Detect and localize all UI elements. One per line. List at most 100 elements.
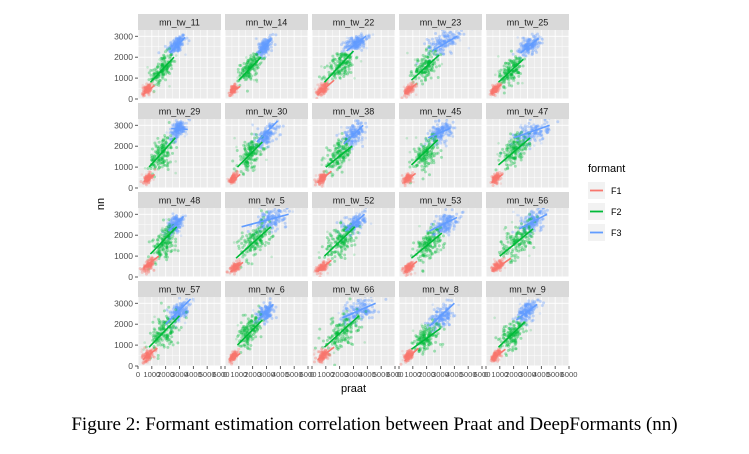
- data-point-F2: [331, 58, 335, 62]
- data-point-F3: [169, 43, 173, 47]
- data-point-F2: [248, 72, 252, 76]
- data-point-F2: [439, 53, 443, 57]
- data-point-F2: [247, 74, 251, 78]
- data-point-F2: [249, 61, 253, 65]
- data-point-F1: [152, 91, 155, 94]
- data-point-F2: [169, 146, 173, 150]
- data-point-F3: [435, 39, 439, 43]
- data-point-F2: [422, 168, 426, 172]
- data-point-F2: [154, 69, 158, 73]
- data-point-F1: [231, 87, 235, 91]
- data-point-F2: [164, 252, 168, 256]
- data-point-F3: [258, 44, 262, 48]
- data-point-F1: [320, 85, 324, 89]
- data-point-F2: [158, 166, 162, 170]
- data-point-F3: [444, 31, 448, 35]
- data-point-F3: [275, 124, 279, 128]
- data-point-F2: [157, 81, 161, 85]
- data-point-F2: [506, 69, 510, 73]
- data-point-F3: [174, 129, 178, 133]
- series-points-F2: [143, 120, 179, 179]
- facet-strip-label: mn_tw_38: [333, 107, 375, 117]
- data-point-F2: [254, 158, 258, 162]
- data-point-F2: [244, 162, 248, 166]
- data-point-F3: [264, 139, 268, 143]
- data-point-F3: [450, 32, 454, 36]
- data-point-F3: [173, 129, 177, 133]
- data-point-F3: [525, 40, 529, 44]
- data-point-F2: [427, 59, 431, 63]
- data-point-F2: [497, 75, 501, 79]
- data-point-F1: [152, 268, 156, 272]
- data-point-F3: [358, 37, 362, 41]
- data-point-F1: [491, 83, 495, 87]
- data-point-F2: [247, 157, 251, 161]
- data-point-F2: [169, 144, 173, 148]
- data-point-F2: [259, 152, 263, 156]
- data-point-F3: [179, 124, 183, 128]
- data-point-F2: [409, 69, 413, 73]
- data-point-F2: [514, 69, 518, 73]
- data-point-F2: [422, 61, 426, 65]
- data-point-F3: [429, 42, 433, 46]
- data-point-F2: [245, 66, 249, 70]
- data-point-F2: [427, 162, 431, 166]
- data-point-F1: [315, 90, 319, 94]
- data-point-F2: [340, 170, 344, 174]
- data-point-F2: [253, 69, 257, 73]
- data-point-F3: [184, 121, 188, 125]
- data-point-F3: [260, 51, 264, 55]
- data-point-F1: [321, 83, 325, 87]
- data-point-F2: [173, 248, 177, 252]
- data-point-F3: [446, 44, 450, 48]
- data-point-F3: [528, 147, 532, 151]
- data-point-F2: [424, 62, 428, 66]
- data-point-F2: [511, 69, 515, 73]
- data-point-F3: [451, 120, 455, 124]
- data-point-F2: [245, 56, 248, 59]
- data-point-F2: [258, 153, 262, 157]
- data-point-F1: [490, 93, 494, 97]
- data-point-F2: [251, 67, 255, 71]
- data-point-F3: [258, 53, 262, 57]
- data-point-F3: [259, 53, 263, 57]
- data-point-F3: [171, 133, 175, 137]
- data-point-F1: [493, 85, 497, 89]
- data-point-F2: [415, 69, 419, 73]
- data-point-F2: [163, 136, 167, 140]
- data-point-F1: [147, 90, 151, 94]
- data-point-F2: [337, 72, 341, 76]
- data-point-F3: [179, 125, 183, 129]
- data-point-F3: [255, 53, 259, 57]
- data-point-F2: [165, 154, 169, 158]
- data-point-F2: [509, 72, 513, 76]
- data-point-F2: [435, 143, 439, 147]
- data-point-F3: [528, 47, 532, 51]
- data-point-F2: [519, 158, 523, 162]
- data-point-F2: [259, 61, 263, 65]
- data-point-F2: [320, 65, 323, 68]
- data-point-F2: [247, 58, 251, 62]
- data-point-F2: [509, 49, 513, 53]
- data-point-F3: [175, 136, 179, 140]
- data-point-F3: [257, 45, 261, 49]
- data-point-F3: [353, 46, 357, 50]
- data-point-F2: [335, 151, 339, 155]
- data-point-F3: [266, 136, 270, 140]
- data-point-F3: [175, 121, 179, 125]
- data-point-F2: [507, 58, 511, 62]
- data-point-F2: [173, 59, 177, 63]
- data-point-F2: [253, 57, 257, 61]
- data-point-F2: [421, 63, 425, 67]
- data-point-F2: [249, 157, 253, 161]
- data-point-F3: [267, 35, 271, 39]
- data-point-F2: [251, 144, 255, 148]
- data-point-F3: [350, 139, 354, 143]
- data-point-F2: [151, 155, 155, 159]
- data-point-F2: [343, 52, 347, 56]
- data-point-F2: [424, 54, 428, 58]
- data-point-F2: [160, 165, 164, 169]
- data-point-F3: [177, 124, 181, 128]
- data-point-F2: [156, 65, 160, 69]
- data-point-F2: [151, 238, 155, 242]
